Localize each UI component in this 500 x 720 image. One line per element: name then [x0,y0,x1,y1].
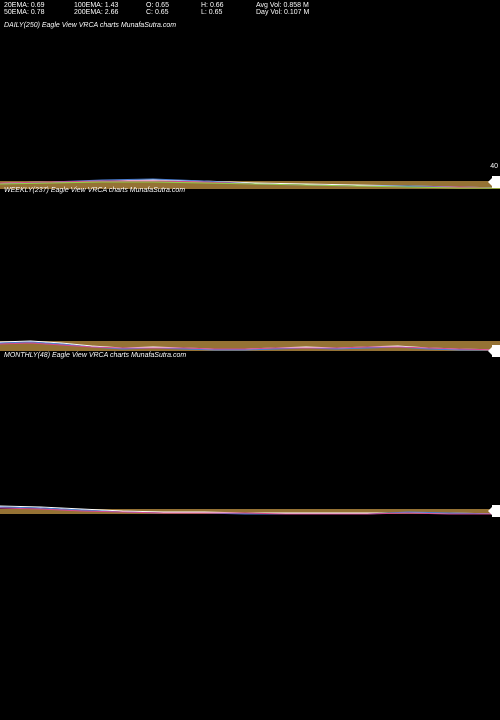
stat-value: 0.66 [210,2,224,9]
chart-svg [0,33,500,193]
stats-bar: 20EMA: 0.69100EMA: 1.43O: 0.65H: 0.66Avg… [0,0,500,18]
current-price-marker-icon [492,505,500,517]
stat-item: O: 0.65 [146,2,201,9]
stat-item: Avg Vol: 0.858 M [256,2,356,9]
stat-label: Avg Vol: [256,2,284,9]
stat-value: 0.69 [31,2,45,9]
chart-area [0,198,500,348]
stat-value: 1.43 [105,2,119,9]
chart-svg [0,363,500,523]
chart-section: MONTHLY(48) Eagle View VRCA charts Munaf… [0,348,500,513]
stat-value: 0.65 [155,9,169,16]
chart-title: MONTHLY(48) Eagle View VRCA charts Munaf… [0,348,500,363]
chart-section: DAILY(250) Eagle View VRCA charts Munafa… [0,18,500,183]
stat-item: L: 0.65 [201,9,256,16]
stat-item: H: 0.66 [201,2,256,9]
chart-section: WEEKLY(237) Eagle View VRCA charts Munaf… [0,183,500,348]
stat-item: C: 0.65 [146,9,201,16]
axis-label: 40 [490,163,498,170]
chart-title: WEEKLY(237) Eagle View VRCA charts Munaf… [0,183,500,198]
stat-label: 20EMA: [4,2,31,9]
stat-value: 0.65 [209,9,223,16]
stat-label: O: [146,2,155,9]
stat-item: Day Vol: 0.107 M [256,9,356,16]
stat-value: 0.858 M [284,2,309,9]
stat-label: Day Vol: [256,9,284,16]
stat-label: H: [201,2,210,9]
chart-svg [0,198,500,358]
stat-item: 50EMA: 0.78 [4,9,74,16]
stat-value: 0.78 [31,9,45,16]
stat-item: 100EMA: 1.43 [74,2,146,9]
stats-row-2: 50EMA: 0.78200EMA: 2.66C: 0.65L: 0.65Day… [4,9,496,16]
stat-value: 2.66 [105,9,119,16]
stat-label: 200EMA: [74,9,105,16]
chart-title: DAILY(250) Eagle View VRCA charts Munafa… [0,18,500,33]
stat-item: 200EMA: 2.66 [74,9,146,16]
stats-row-1: 20EMA: 0.69100EMA: 1.43O: 0.65H: 0.66Avg… [4,2,496,9]
stat-item: 20EMA: 0.69 [4,2,74,9]
stat-label: L: [201,9,209,16]
stat-label: 50EMA: [4,9,31,16]
charts-container: DAILY(250) Eagle View VRCA charts Munafa… [0,18,500,513]
stat-value: 0.65 [155,2,169,9]
stat-label: C: [146,9,155,16]
stat-label: 100EMA: [74,2,105,9]
stat-value: 0.107 M [284,9,309,16]
chart-area: 40 [0,33,500,183]
chart-area [0,363,500,513]
